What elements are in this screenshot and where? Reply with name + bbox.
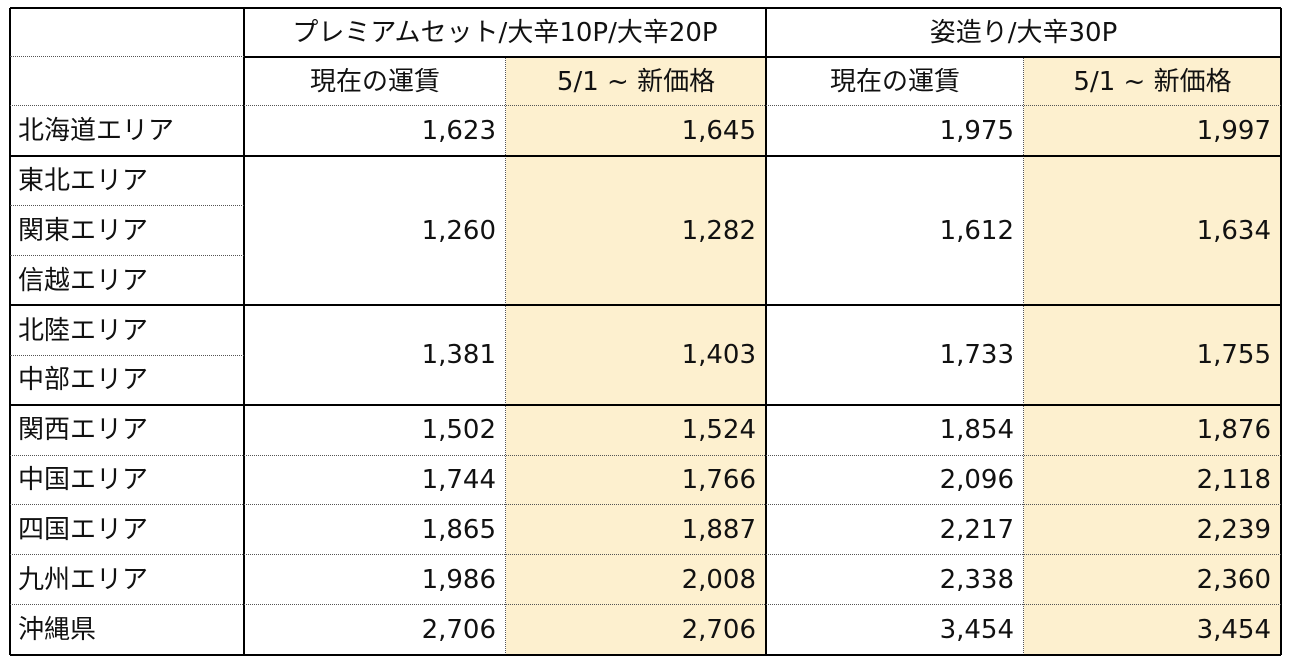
grid-line-horizontal — [10, 56, 244, 58]
grid-line-horizontal — [10, 653, 1281, 656]
grid-line-vertical — [8, 8, 11, 655]
price-cell: 2,706 — [421, 614, 496, 645]
price-cell: 1,766 — [681, 465, 756, 496]
price-cell: 1,887 — [681, 515, 756, 546]
region-name: 北陸エリア — [18, 315, 149, 346]
price-cell: 2,096 — [939, 465, 1014, 496]
price-cell: 1,986 — [421, 565, 496, 596]
price-cell: 1,381 — [421, 340, 496, 371]
region-name: 関西エリア — [18, 415, 149, 446]
region-name: 関東エリア — [18, 215, 149, 246]
grid-line-horizontal — [10, 304, 1281, 307]
price-cell: 1,744 — [421, 465, 496, 496]
price-cell: 1,260 — [421, 215, 496, 246]
grid-line-vertical — [242, 8, 245, 655]
price-cell: 3,454 — [1196, 614, 1271, 645]
column-header: 5/1 ~ 新価格 — [556, 66, 716, 97]
column-header: 現在の運賃 — [829, 66, 960, 97]
price-cell: 1,282 — [681, 215, 756, 246]
grid-line-horizontal — [10, 254, 244, 256]
grid-line-horizontal — [10, 454, 1281, 456]
grid-line-horizontal — [10, 554, 1281, 556]
price-cell: 2,338 — [939, 565, 1014, 596]
region-name: 四国エリア — [18, 515, 149, 546]
group-header: 姿造り/大辛30P — [929, 17, 1118, 48]
price-cell: 2,008 — [681, 565, 756, 596]
grid-line-horizontal — [10, 6, 1281, 9]
grid-line-horizontal — [10, 504, 1281, 506]
price-cell: 1,612 — [939, 215, 1014, 246]
grid-line-vertical — [1279, 8, 1282, 655]
grid-line-horizontal — [10, 154, 1281, 157]
price-cell: 1,876 — [1196, 415, 1271, 446]
price-cell: 1,854 — [939, 415, 1014, 446]
grid-line-horizontal — [10, 404, 1281, 407]
group-header: プレミアムセット/大辛10P/大辛20P — [292, 17, 718, 48]
region-name: 東北エリア — [18, 165, 149, 196]
price-cell: 1,755 — [1196, 340, 1271, 371]
grid-line-horizontal — [10, 105, 1281, 107]
region-name: 中部エリア — [18, 365, 149, 396]
region-name: 九州エリア — [18, 565, 149, 596]
price-cell: 1,733 — [939, 340, 1014, 371]
price-cell: 1,634 — [1196, 215, 1271, 246]
price-cell: 1,502 — [421, 415, 496, 446]
grid-line-vertical — [505, 57, 507, 655]
price-cell: 1,645 — [681, 115, 756, 146]
region-name: 沖縄県 — [18, 614, 97, 645]
price-cell: 2,118 — [1196, 465, 1271, 496]
price-cell: 1,975 — [939, 115, 1014, 146]
price-cell: 1,865 — [421, 515, 496, 546]
grid-line-horizontal — [244, 56, 1281, 58]
price-cell: 1,403 — [681, 340, 756, 371]
rate-table: プレミアムセット/大辛10P/大辛20P 姿造り/大辛30P 現在の運賃 5/1 ~ … — [8, 6, 1282, 656]
grid-line-horizontal — [10, 205, 244, 207]
price-cell: 2,706 — [681, 614, 756, 645]
price-cell: 1,623 — [421, 115, 496, 146]
grid-line-vertical — [764, 8, 767, 655]
price-cell: 2,360 — [1196, 565, 1271, 596]
price-cell: 1,997 — [1196, 115, 1271, 146]
grid-line-horizontal — [10, 604, 1281, 606]
region-name: 北海道エリア — [18, 115, 175, 146]
grid-line-vertical — [1023, 57, 1025, 655]
price-cell: 1,524 — [681, 415, 756, 446]
price-cell: 3,454 — [939, 614, 1014, 645]
grid-line-horizontal — [10, 354, 244, 356]
price-cell: 2,217 — [939, 515, 1014, 546]
price-cell: 2,239 — [1196, 515, 1271, 546]
column-header: 5/1 ~ 新価格 — [1073, 66, 1232, 97]
column-header: 現在の運賃 — [309, 66, 440, 97]
region-name: 信越エリア — [18, 265, 149, 296]
region-name: 中国エリア — [18, 465, 149, 496]
